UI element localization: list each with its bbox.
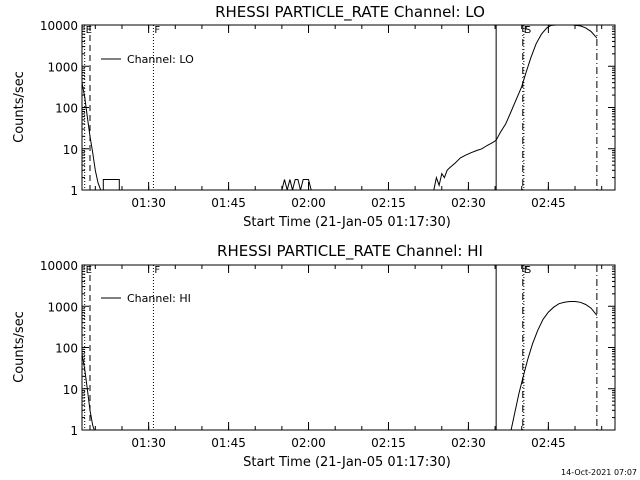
y-axis-label: Counts/sec bbox=[12, 71, 27, 143]
plot-frame bbox=[81, 264, 616, 431]
y-tick-label: 10 bbox=[63, 143, 78, 157]
x-tick-label: 01:45 bbox=[211, 436, 246, 450]
chart-title: RHESSI PARTICLE_RATE Channel: LO bbox=[215, 3, 485, 22]
x-axis-label: Start Time (21-Jan-05 01:17:30) bbox=[243, 455, 451, 470]
series-line bbox=[81, 353, 95, 431]
x-tick-label: 01:30 bbox=[131, 196, 166, 210]
event-marker-label: S bbox=[525, 25, 531, 36]
x-tick-label: 02:30 bbox=[451, 196, 486, 210]
x-tick-label: 01:30 bbox=[131, 436, 166, 450]
hi-channel-panel: RHESSI PARTICLE_RATE Channel: HI Counts/… bbox=[12, 242, 616, 470]
series-line bbox=[81, 82, 104, 191]
x-axis-label: Start Time (21-Jan-05 01:17:30) bbox=[243, 215, 451, 230]
event-marker-label: F bbox=[154, 265, 160, 276]
footer-timestamp: 14-Oct-2021 07:07 bbox=[561, 468, 637, 477]
event-marker-label: F bbox=[524, 25, 530, 36]
lo-channel-panel: RHESSI PARTICLE_RATE Channel: LO Counts/… bbox=[12, 3, 616, 230]
legend-label: Channel: HI bbox=[127, 292, 191, 305]
event-marker-label: F bbox=[154, 25, 160, 36]
y-tick-label: 1000 bbox=[47, 60, 78, 74]
y-tick-label: 1 bbox=[70, 184, 78, 198]
legend-label: Channel: LO bbox=[127, 53, 194, 66]
x-tick-label: 01:45 bbox=[211, 196, 246, 210]
y-tick-label: 10 bbox=[63, 383, 78, 397]
event-marker-label: E bbox=[86, 25, 92, 36]
series-line bbox=[102, 179, 120, 190]
chart-title: RHESSI PARTICLE_RATE Channel: HI bbox=[217, 242, 483, 261]
plot-frame bbox=[81, 24, 616, 191]
y-tick-label: 100 bbox=[55, 102, 78, 116]
x-tick-label: 02:45 bbox=[531, 196, 566, 210]
series-line bbox=[433, 24, 598, 191]
y-axis-label: Counts/sec bbox=[12, 311, 27, 383]
series-line bbox=[281, 179, 312, 191]
y-tick-label: 100 bbox=[55, 342, 78, 356]
y-tick-label: 10000 bbox=[40, 19, 78, 33]
series-line bbox=[510, 301, 598, 431]
x-tick-label: 02:00 bbox=[291, 436, 326, 450]
y-tick-label: 10000 bbox=[40, 259, 78, 273]
y-tick-label: 1 bbox=[70, 424, 78, 438]
y-tick-label: 1000 bbox=[47, 300, 78, 314]
x-tick-label: 02:15 bbox=[371, 436, 406, 450]
x-tick-label: 02:30 bbox=[451, 436, 486, 450]
x-tick-label: 02:15 bbox=[371, 196, 406, 210]
x-tick-label: 02:45 bbox=[531, 436, 566, 450]
event-marker-label: S bbox=[525, 265, 531, 276]
x-tick-label: 02:00 bbox=[291, 196, 326, 210]
event-marker-label: E bbox=[86, 265, 92, 276]
event-marker-label: F bbox=[524, 265, 530, 276]
